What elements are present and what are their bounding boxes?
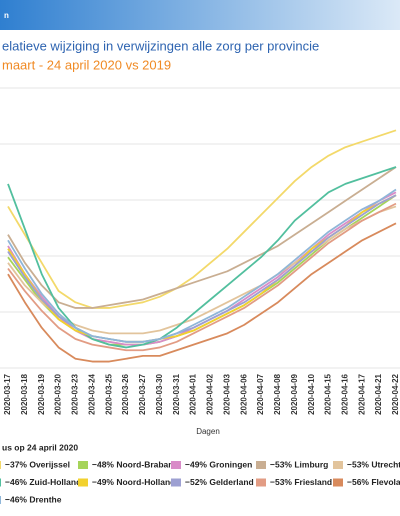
header-bar: [0, 0, 400, 30]
legend-swatch: [0, 496, 1, 504]
legend-swatch: [0, 461, 1, 469]
x-tick-label: 2020-04-17: [357, 373, 366, 414]
x-tick-label: 2020-03-30: [155, 373, 164, 414]
header-text: n: [4, 11, 9, 20]
legend-label: −52% Gelderland: [185, 477, 254, 487]
grid: [0, 87, 400, 369]
series-line: [7, 166, 397, 309]
x-tick-label: 2020-04-01: [189, 373, 198, 414]
series-line: [7, 222, 397, 363]
series-line: [7, 202, 397, 352]
legend-swatch: [256, 478, 266, 487]
x-axis-label: Dagen: [196, 427, 220, 436]
series-line: [7, 129, 397, 309]
legend-swatch: [0, 478, 1, 487]
legend-swatch: [78, 461, 88, 469]
chart-subtitle: maart - 24 april 2020 vs 2019: [2, 57, 171, 72]
legend-label: −49% Noord-Holland: [92, 477, 175, 487]
x-tick-label: 2020-04-09: [290, 373, 299, 414]
x-tick-label: 2020-04-21: [374, 373, 383, 414]
legend-swatch: [78, 478, 88, 487]
x-tick-label: 2020-03-25: [104, 373, 113, 414]
x-tick-label: 2020-03-24: [87, 373, 96, 414]
x-tick-label: 2020-03-17: [3, 373, 12, 414]
legend-swatch: [171, 478, 181, 487]
legend-swatch: [171, 461, 181, 469]
legend-label: −48% Noord-Brabant: [92, 459, 176, 469]
legend-label: −53% Friesland: [270, 477, 332, 487]
x-tick-label: 2020-03-31: [172, 373, 181, 414]
legend-swatch: [333, 478, 343, 487]
x-tick-label: 2020-03-23: [71, 373, 80, 414]
legend-label: −49% Groningen: [185, 459, 252, 469]
legend-label: −46% Drenthe: [5, 494, 62, 504]
legend-swatch: [256, 461, 266, 469]
legend-title: us op 24 april 2020: [2, 442, 78, 452]
x-tick-label: 2020-03-26: [121, 373, 130, 414]
x-tick-label: 2020-04-22: [391, 373, 400, 414]
x-tick-label: 2020-04-07: [256, 373, 265, 414]
legend-label: −56% Flevoland: [347, 477, 400, 487]
chart-title: elatieve wijziging in verwijzingen alle …: [2, 38, 319, 53]
legend-label: −37% Overijssel: [5, 459, 70, 469]
x-tick-label: 2020-04-06: [239, 373, 248, 414]
x-tick-label: 2020-04-02: [206, 373, 215, 414]
x-tick-label: 2020-03-20: [54, 373, 63, 414]
legend-label: −53% Limburg: [270, 459, 328, 469]
legend-swatch: [333, 461, 343, 469]
x-tick-label: 2020-04-16: [341, 373, 350, 414]
x-tick-label: 2020-04-15: [324, 373, 333, 414]
x-tick-label: 2020-04-08: [273, 373, 282, 414]
x-tick-label: 2020-03-19: [37, 373, 46, 414]
series-line: [7, 188, 397, 343]
x-tick-label: 2020-04-10: [307, 373, 316, 414]
x-tick-label: 2020-04-03: [222, 373, 231, 414]
legend-label: −46% Zuid-Holland: [5, 477, 81, 487]
x-tick-label: 2020-03-18: [20, 373, 29, 414]
x-tick-label: 2020-03-27: [138, 373, 147, 414]
legend-label: −53% Utrecht: [347, 459, 400, 469]
